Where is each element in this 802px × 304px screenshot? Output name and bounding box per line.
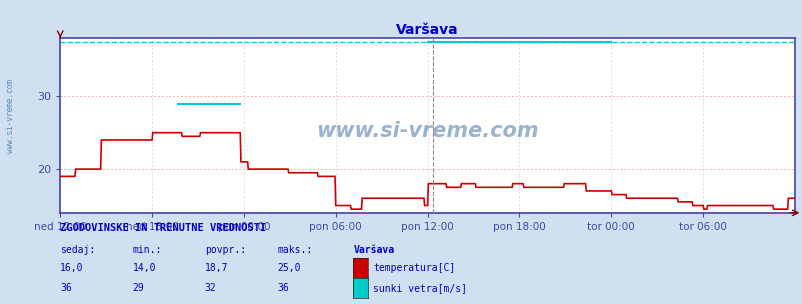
Text: ZGODOVINSKE IN TRENUTNE VREDNOSTI: ZGODOVINSKE IN TRENUTNE VREDNOSTI xyxy=(60,223,266,233)
Text: min.:: min.: xyxy=(132,245,162,255)
Text: Varšava: Varšava xyxy=(353,245,394,255)
Text: sunki vetra[m/s]: sunki vetra[m/s] xyxy=(373,283,467,293)
Text: povpr.:: povpr.: xyxy=(205,245,245,255)
Text: 36: 36 xyxy=(60,283,72,293)
Text: 36: 36 xyxy=(277,283,289,293)
Text: 29: 29 xyxy=(132,283,144,293)
Title: Varšava: Varšava xyxy=(396,23,458,37)
Text: temperatura[C]: temperatura[C] xyxy=(373,263,455,273)
Text: 18,7: 18,7 xyxy=(205,263,228,273)
Text: maks.:: maks.: xyxy=(277,245,312,255)
Text: www.si-vreme.com: www.si-vreme.com xyxy=(6,78,15,153)
Text: www.si-vreme.com: www.si-vreme.com xyxy=(316,121,538,141)
Text: 14,0: 14,0 xyxy=(132,263,156,273)
Text: 32: 32 xyxy=(205,283,217,293)
Text: 25,0: 25,0 xyxy=(277,263,300,273)
Text: sedaj:: sedaj: xyxy=(60,245,95,255)
Text: 16,0: 16,0 xyxy=(60,263,83,273)
